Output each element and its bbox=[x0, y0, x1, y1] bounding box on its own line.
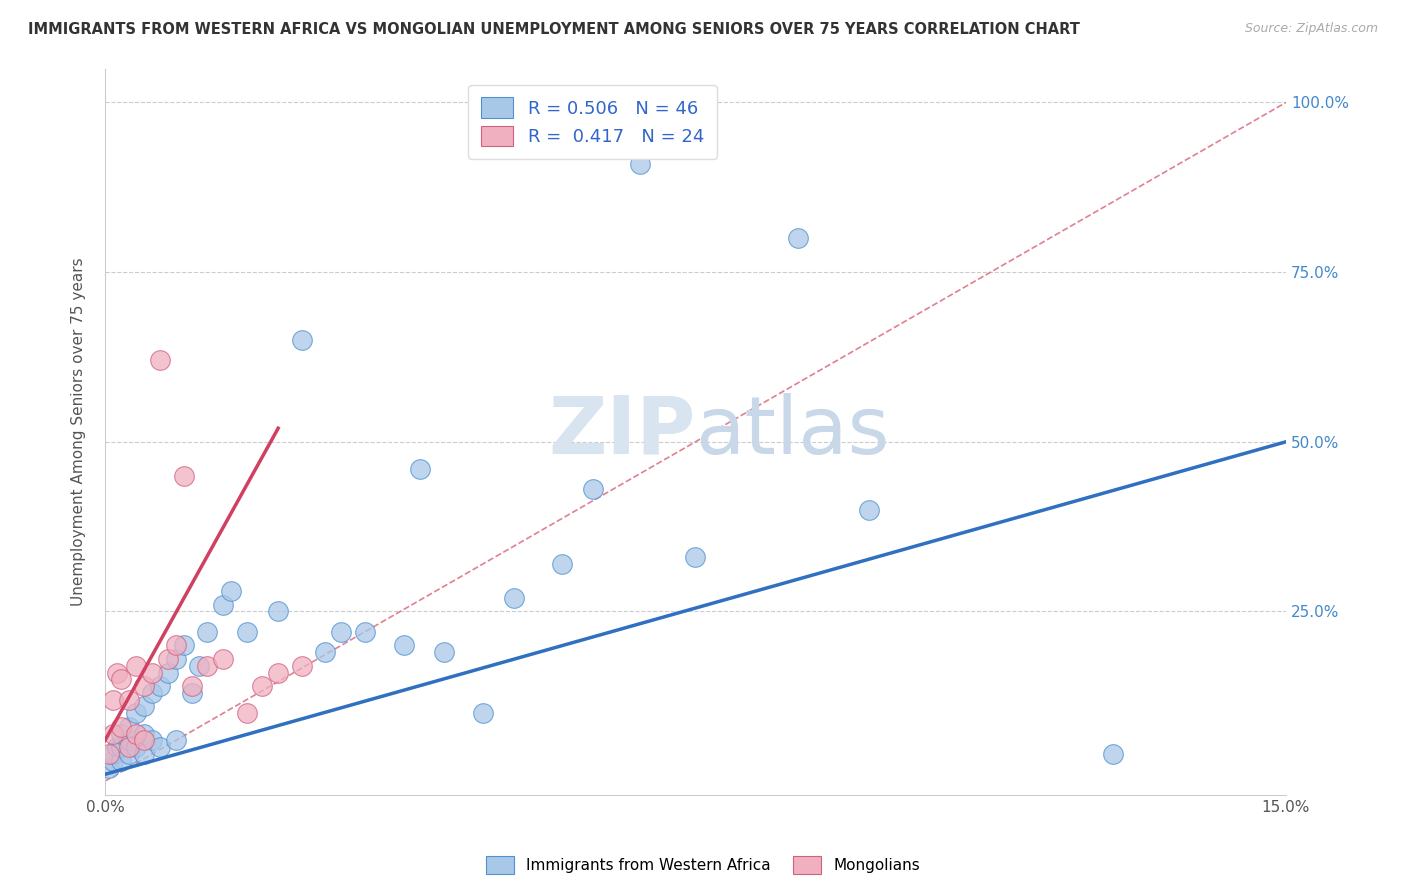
Point bbox=[392, 639, 415, 653]
Point bbox=[117, 692, 139, 706]
Point bbox=[141, 686, 163, 700]
Point bbox=[141, 665, 163, 680]
Point bbox=[173, 639, 195, 653]
Point bbox=[110, 740, 132, 755]
Point bbox=[149, 679, 172, 693]
Text: IMMIGRANTS FROM WESTERN AFRICA VS MONGOLIAN UNEMPLOYMENT AMONG SENIORS OVER 75 Y: IMMIGRANTS FROM WESTERN AFRICA VS MONGOL… bbox=[28, 22, 1080, 37]
Point bbox=[291, 658, 314, 673]
Point bbox=[858, 502, 880, 516]
Point bbox=[117, 740, 139, 755]
Point bbox=[165, 639, 187, 653]
Point bbox=[432, 645, 454, 659]
Text: atlas: atlas bbox=[696, 392, 890, 471]
Point bbox=[117, 720, 139, 734]
Point bbox=[252, 679, 274, 693]
Point bbox=[409, 462, 432, 476]
Point bbox=[235, 706, 257, 721]
Point bbox=[267, 604, 290, 618]
Point bbox=[97, 747, 120, 761]
Point bbox=[110, 754, 132, 768]
Point bbox=[628, 156, 651, 170]
Point bbox=[149, 740, 172, 755]
Point bbox=[97, 760, 120, 774]
Y-axis label: Unemployment Among Seniors over 75 years: Unemployment Among Seniors over 75 years bbox=[72, 257, 86, 606]
Point bbox=[156, 665, 179, 680]
Point bbox=[786, 231, 808, 245]
Point bbox=[471, 706, 494, 721]
Point bbox=[219, 584, 242, 599]
Point bbox=[582, 483, 605, 497]
Point bbox=[101, 747, 124, 761]
Point bbox=[125, 658, 148, 673]
Point bbox=[330, 624, 353, 639]
Point bbox=[195, 658, 218, 673]
Point bbox=[149, 353, 172, 368]
Point bbox=[685, 550, 707, 565]
Point bbox=[117, 733, 139, 747]
Text: Source: ZipAtlas.com: Source: ZipAtlas.com bbox=[1244, 22, 1378, 36]
Point bbox=[353, 624, 375, 639]
Point bbox=[134, 699, 156, 714]
Point bbox=[125, 740, 148, 755]
Point bbox=[101, 726, 124, 740]
Point bbox=[101, 754, 124, 768]
Point bbox=[195, 624, 218, 639]
Point bbox=[134, 733, 156, 747]
Legend: R = 0.506   N = 46, R =  0.417   N = 24: R = 0.506 N = 46, R = 0.417 N = 24 bbox=[468, 85, 717, 159]
Point bbox=[267, 665, 290, 680]
Point bbox=[101, 692, 124, 706]
Point bbox=[180, 679, 202, 693]
Point bbox=[141, 733, 163, 747]
Point bbox=[550, 557, 572, 571]
Legend: Immigrants from Western Africa, Mongolians: Immigrants from Western Africa, Mongolia… bbox=[479, 850, 927, 880]
Point bbox=[503, 591, 526, 605]
Point bbox=[314, 645, 336, 659]
Text: ZIP: ZIP bbox=[548, 392, 696, 471]
Point bbox=[156, 652, 179, 666]
Point bbox=[110, 726, 132, 740]
Point bbox=[173, 468, 195, 483]
Point bbox=[235, 624, 257, 639]
Point bbox=[1101, 747, 1123, 761]
Point bbox=[165, 733, 187, 747]
Point bbox=[165, 652, 187, 666]
Point bbox=[134, 747, 156, 761]
Point bbox=[110, 720, 132, 734]
Point bbox=[125, 726, 148, 740]
Point bbox=[134, 679, 156, 693]
Point bbox=[212, 598, 235, 612]
Point bbox=[105, 740, 128, 755]
Point bbox=[110, 673, 132, 687]
Point bbox=[188, 658, 211, 673]
Point bbox=[212, 652, 235, 666]
Point bbox=[291, 333, 314, 347]
Point bbox=[125, 706, 148, 721]
Point bbox=[134, 726, 156, 740]
Point bbox=[105, 665, 128, 680]
Point bbox=[117, 747, 139, 761]
Point bbox=[180, 686, 202, 700]
